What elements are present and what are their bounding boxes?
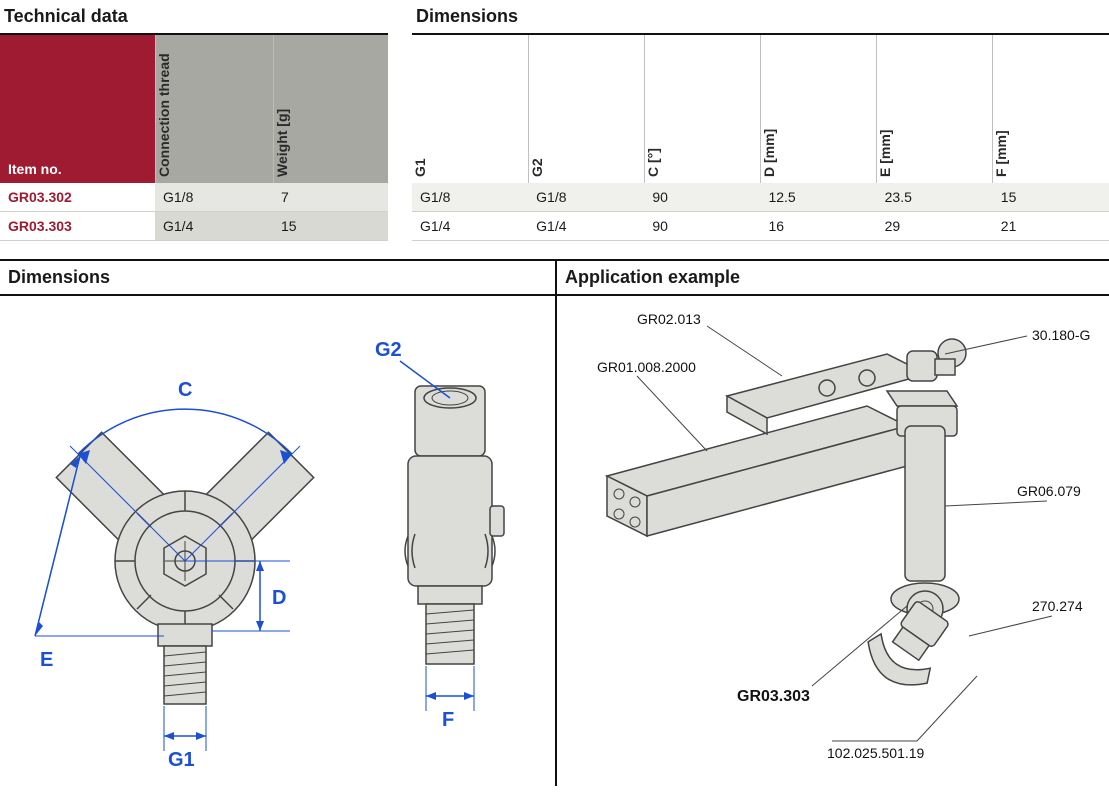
col-header-d: D [mm]	[760, 35, 876, 183]
application-example-panel: Application example	[557, 261, 1109, 786]
col-header-connection: Connection thread	[155, 35, 273, 183]
cell-e: 29	[877, 212, 993, 241]
cell-item: GR03.302	[0, 183, 155, 212]
col-header-f: F [mm]	[993, 35, 1109, 183]
dimension-drawing-svg: C E	[0, 296, 555, 786]
table-row: GR03.303 G1/4 15	[0, 212, 388, 241]
dim-label-c: C	[178, 379, 192, 401]
technical-data-section: Technical data Item no. Connection threa…	[0, 0, 388, 241]
col-header-g1: G1	[412, 35, 528, 183]
callout-b: 30.180-G	[1032, 327, 1090, 343]
callout-a: GR02.013	[637, 311, 701, 327]
cell-conn: G1/8	[155, 183, 273, 212]
dimensions-table-section: Dimensions G1 G2 C [°] D [mm] E [mm] F […	[412, 0, 1109, 241]
cell-f: 21	[993, 212, 1109, 241]
cell-d: 16	[760, 212, 876, 241]
callout-c: GR01.008.2000	[597, 359, 696, 375]
table-row: G1/4 G1/4 90 16 29 21	[412, 212, 1109, 241]
cell-e: 23.5	[877, 183, 993, 212]
cell-weight: 7	[273, 183, 388, 212]
cell-g2: G1/4	[528, 212, 644, 241]
dim-label-d: D	[272, 587, 286, 609]
callout-g: 102.025.501.19	[827, 745, 925, 761]
cell-g1: G1/4	[412, 212, 528, 241]
cell-conn: G1/4	[155, 212, 273, 241]
cell-c: 90	[644, 183, 760, 212]
cell-d: 12.5	[760, 183, 876, 212]
cell-g2: G1/8	[528, 183, 644, 212]
application-drawing-svg: GR02.013 30.180-G GR01.008.2000 GR06.079…	[557, 296, 1109, 786]
table-row: G1/8 G1/8 90 12.5 23.5 15	[412, 183, 1109, 212]
col-header-e: E [mm]	[877, 35, 993, 183]
col-header-item: Item no.	[0, 35, 155, 183]
cell-g1: G1/8	[412, 183, 528, 212]
dimensions-drawing-title: Dimensions	[0, 261, 555, 296]
dim-label-g2: G2	[375, 339, 402, 361]
col-header-c: C [°]	[644, 35, 760, 183]
technical-data-title: Technical data	[0, 0, 388, 35]
dimensions-table: G1 G2 C [°] D [mm] E [mm] F [mm] G1/8 G1…	[412, 35, 1109, 241]
application-title: Application example	[557, 261, 1109, 296]
callout-e: 270.274	[1032, 598, 1083, 614]
dim-label-g1: G1	[168, 749, 195, 771]
dimensions-drawing-panel: Dimensions	[0, 261, 557, 786]
dim-label-e: E	[40, 649, 53, 671]
technical-data-table: Item no. Connection thread Weight [g] GR…	[0, 35, 388, 241]
dim-label-f: F	[442, 709, 454, 731]
col-header-weight: Weight [g]	[273, 35, 388, 183]
callout-d: GR06.079	[1017, 483, 1081, 499]
callout-f: GR03.303	[737, 688, 810, 705]
table-row: GR03.302 G1/8 7	[0, 183, 388, 212]
cell-f: 15	[993, 183, 1109, 212]
dimensions-table-title: Dimensions	[412, 0, 1109, 35]
cell-weight: 15	[273, 212, 388, 241]
cell-c: 90	[644, 212, 760, 241]
cell-item: GR03.303	[0, 212, 155, 241]
col-header-g2: G2	[528, 35, 644, 183]
